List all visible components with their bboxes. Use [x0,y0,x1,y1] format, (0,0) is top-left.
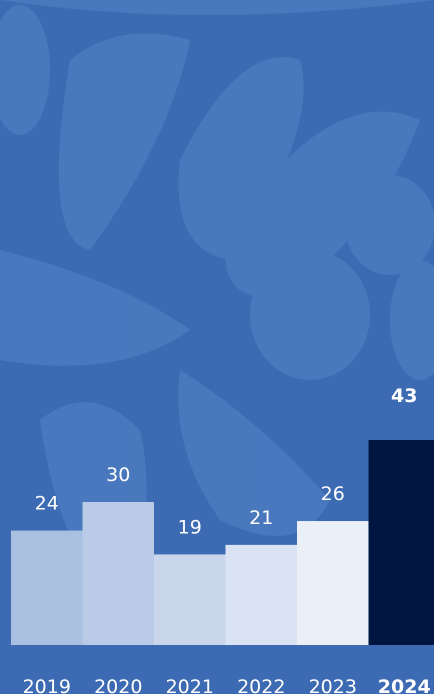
x-tick-label: 2021 [166,676,214,694]
bar [297,521,369,645]
bar [225,544,297,645]
bar [154,554,226,645]
value-label: 43 [391,385,417,407]
bar [368,440,434,645]
x-tick-label: 2024 [378,676,431,694]
x-tick-label: 2020 [94,676,142,694]
decoration [0,0,434,600]
value-label: 30 [106,464,130,486]
value-label: 26 [321,483,345,505]
bar [11,530,83,645]
x-tick-label: 2023 [309,676,357,694]
bar [82,501,154,645]
value-label: 19 [178,516,202,538]
value-label: 21 [249,507,273,529]
value-label: 24 [35,493,59,515]
x-tick-label: 2022 [237,676,285,694]
x-tick-label: 2019 [23,676,71,694]
